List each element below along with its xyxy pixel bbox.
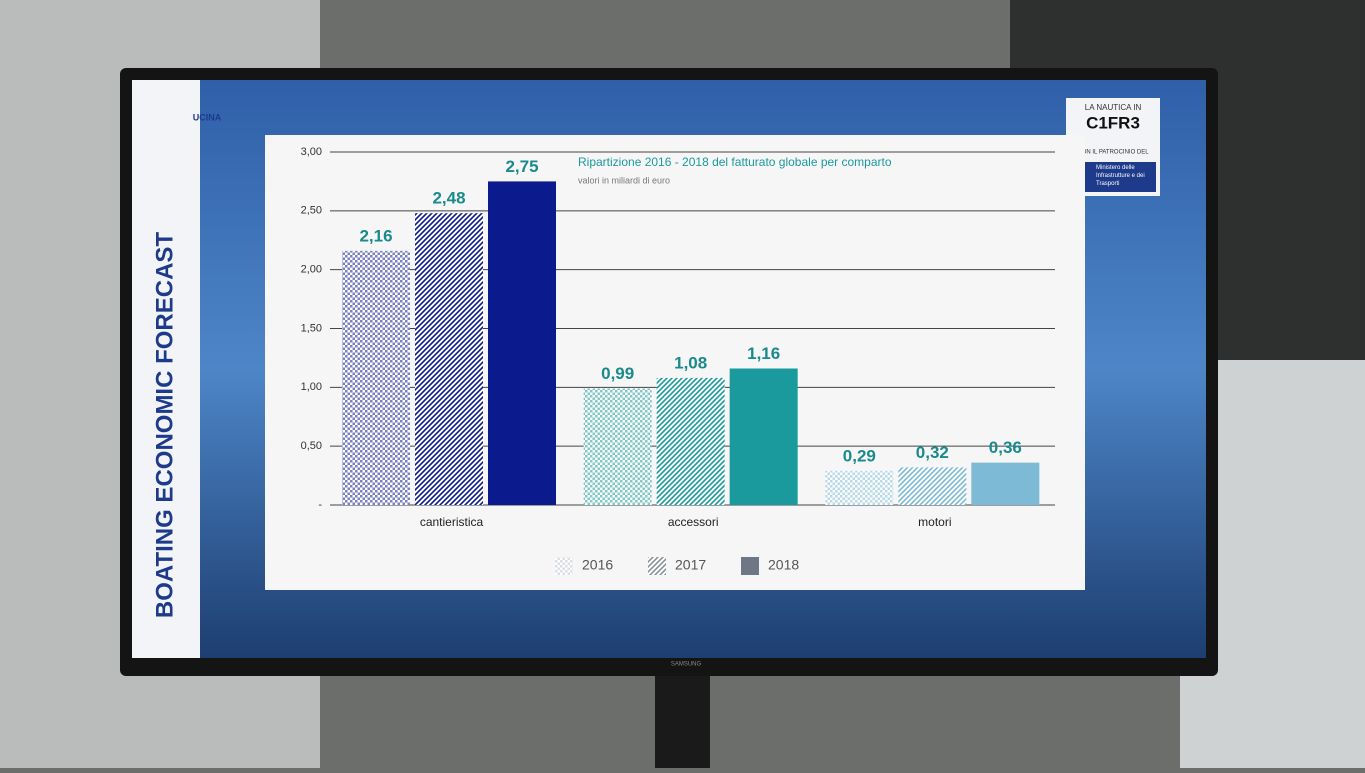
value-label: 0,32 — [916, 443, 949, 462]
legend-swatch — [648, 557, 666, 575]
logo-main: C1FR3 — [1086, 113, 1140, 132]
bar — [656, 377, 725, 505]
legend-label: 2016 — [582, 557, 613, 573]
value-label: 1,08 — [674, 353, 707, 372]
value-label: 1,16 — [747, 344, 780, 363]
logo-left: UCINA — [193, 112, 222, 122]
value-label: 0,99 — [601, 364, 634, 383]
y-tick-label: - — [318, 499, 322, 511]
y-tick-label: 1,50 — [301, 322, 322, 334]
x-tick-label: motori — [918, 515, 951, 529]
y-tick-label: 2,00 — [301, 264, 322, 276]
legend-swatch — [741, 557, 759, 575]
bar — [342, 250, 410, 505]
value-label: 0,36 — [989, 438, 1022, 457]
y-tick-label: 0,50 — [301, 440, 322, 452]
value-label: 0,29 — [843, 446, 876, 465]
ministry: Ministero delle Infrastrutture e dei Tra… — [1096, 165, 1145, 187]
legend-label: 2017 — [675, 557, 706, 573]
bar — [971, 462, 1040, 505]
y-tick-label: 3,00 — [301, 146, 322, 158]
legend-label: 2018 — [768, 557, 799, 573]
brand: SAMSUNG — [671, 662, 702, 668]
chart-subtitle: valori in miliardi di euro — [578, 175, 670, 185]
side-title: BOATING ECONOMIC FORECAST — [151, 232, 178, 619]
bar — [415, 213, 483, 506]
y-tick-label: 2,50 — [301, 205, 322, 217]
bar — [825, 470, 894, 505]
bar — [898, 467, 967, 505]
side-band — [132, 80, 200, 658]
chart-title: Ripartizione 2016 - 2018 del fatturato g… — [578, 155, 892, 169]
x-tick-label: accessori — [668, 515, 719, 529]
value-label: 2,48 — [432, 189, 465, 208]
y-tick-label: 1,00 — [301, 381, 322, 393]
patronage: CON IL PATROCINIO DEL — [1077, 150, 1149, 156]
ministry-wrap: Ministero delle Infrastrutture e dei Tra… — [1096, 165, 1145, 187]
legend-swatch — [555, 557, 573, 575]
value-label: 2,75 — [505, 157, 538, 176]
logo-top: LA NAUTICA IN — [1085, 103, 1142, 112]
bar — [729, 368, 798, 505]
stand — [655, 668, 710, 768]
x-tick-label: cantieristica — [420, 515, 484, 529]
bar — [583, 388, 652, 505]
bar — [488, 181, 556, 505]
value-label: 2,16 — [359, 226, 392, 245]
